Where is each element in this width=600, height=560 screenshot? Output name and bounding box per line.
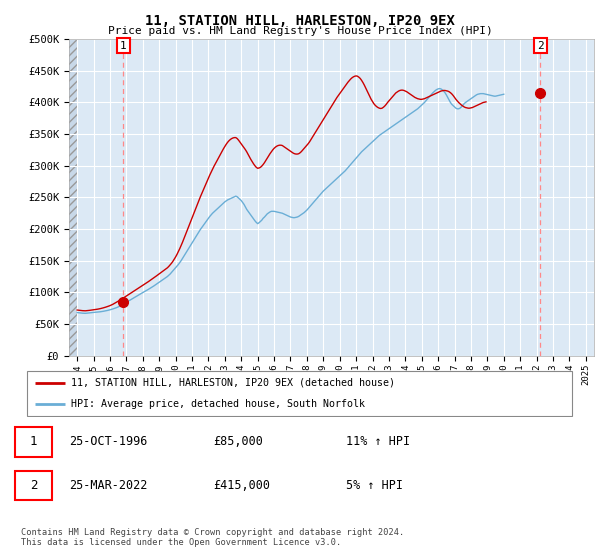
Bar bbox=[69, 39, 77, 356]
Text: 25-OCT-1996: 25-OCT-1996 bbox=[70, 435, 148, 449]
Text: Price paid vs. HM Land Registry's House Price Index (HPI): Price paid vs. HM Land Registry's House … bbox=[107, 26, 493, 36]
Text: HPI: Average price, detached house, South Norfolk: HPI: Average price, detached house, Sout… bbox=[71, 399, 365, 409]
Text: 11% ↑ HPI: 11% ↑ HPI bbox=[346, 435, 410, 449]
Text: 5% ↑ HPI: 5% ↑ HPI bbox=[346, 479, 403, 492]
Bar bbox=[15, 470, 52, 500]
Text: 2: 2 bbox=[537, 40, 544, 50]
Text: £85,000: £85,000 bbox=[214, 435, 263, 449]
Text: Contains HM Land Registry data © Crown copyright and database right 2024.
This d: Contains HM Land Registry data © Crown c… bbox=[21, 528, 404, 547]
Text: 2: 2 bbox=[30, 479, 37, 492]
FancyBboxPatch shape bbox=[27, 371, 572, 416]
Text: 25-MAR-2022: 25-MAR-2022 bbox=[70, 479, 148, 492]
Bar bbox=[15, 427, 52, 456]
Text: £415,000: £415,000 bbox=[214, 479, 271, 492]
Text: 1: 1 bbox=[30, 435, 37, 449]
Text: 11, STATION HILL, HARLESTON, IP20 9EX: 11, STATION HILL, HARLESTON, IP20 9EX bbox=[145, 14, 455, 28]
Text: 11, STATION HILL, HARLESTON, IP20 9EX (detached house): 11, STATION HILL, HARLESTON, IP20 9EX (d… bbox=[71, 378, 395, 388]
Text: 1: 1 bbox=[120, 40, 127, 50]
